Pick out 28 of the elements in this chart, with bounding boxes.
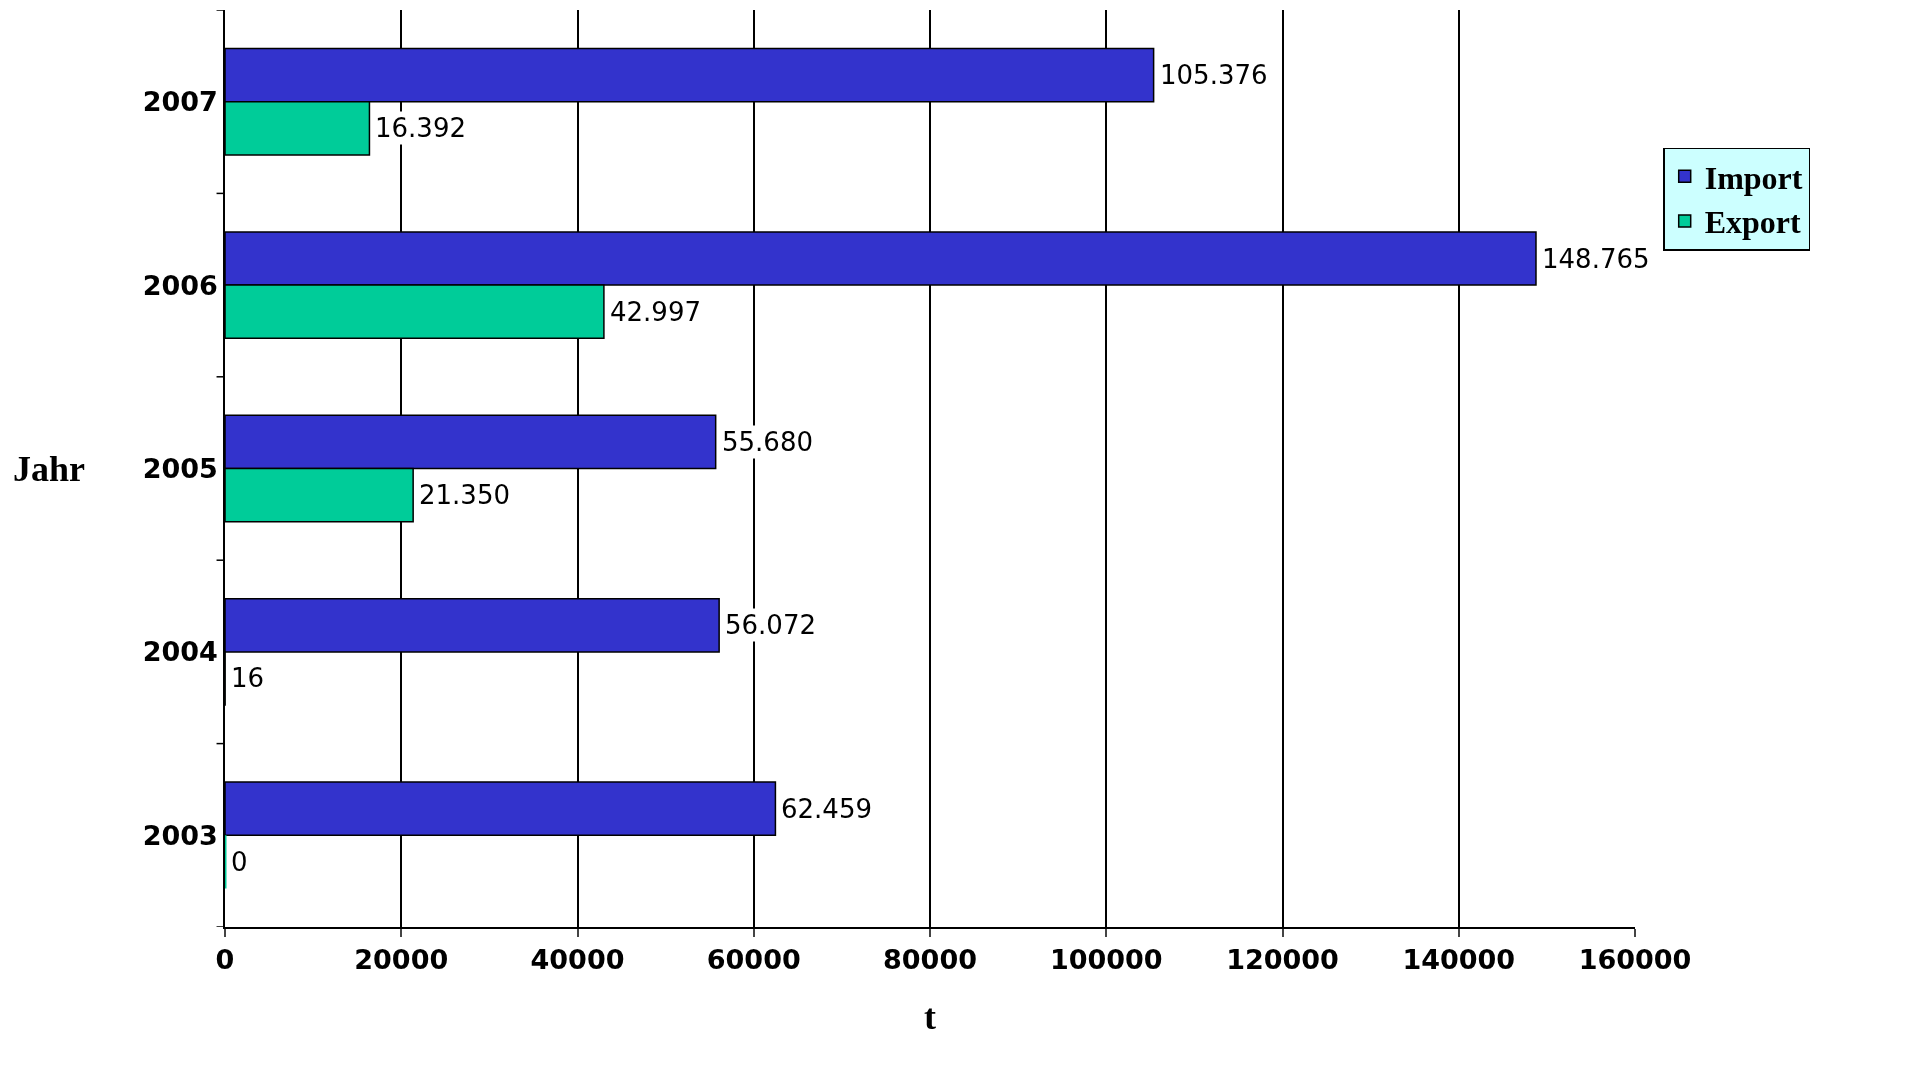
x-tick-label: 160000 [1578, 944, 1692, 976]
y-axis-title: Jahr [13, 449, 86, 489]
data-label: 56.072 [725, 610, 816, 640]
data-label: 105.376 [1160, 60, 1268, 90]
data-label: 0 [231, 847, 248, 877]
y-tick-label: 2005 [142, 452, 218, 484]
legend-label: Import [1704, 159, 1803, 196]
data-label: 55.680 [722, 427, 813, 457]
x-tick-label: 20000 [354, 944, 449, 976]
x-tick-label: 40000 [530, 944, 625, 976]
data-label: 21.350 [419, 480, 510, 510]
y-tick-label: 2007 [142, 86, 218, 118]
data-label: 42.997 [610, 297, 701, 327]
data-label: 62.459 [781, 794, 872, 824]
x-tick-label: 0 [215, 944, 235, 976]
y-tick-label: 2006 [142, 269, 218, 301]
y-tick-label: 2004 [142, 636, 218, 668]
data-label: 16 [231, 663, 265, 693]
x-tick-label: 80000 [883, 944, 977, 976]
data-label: 148.765 [1542, 244, 1650, 274]
x-axis-title: t [924, 997, 936, 1038]
y-tick-label: 2003 [142, 819, 218, 851]
legend-label: Export [1704, 204, 1802, 241]
data-label: 16.392 [375, 113, 466, 143]
x-tick-label: 60000 [706, 944, 801, 976]
x-tick-label: 120000 [1226, 944, 1339, 976]
x-tick-label: 140000 [1402, 944, 1516, 976]
x-tick-label: 100000 [1049, 944, 1163, 976]
